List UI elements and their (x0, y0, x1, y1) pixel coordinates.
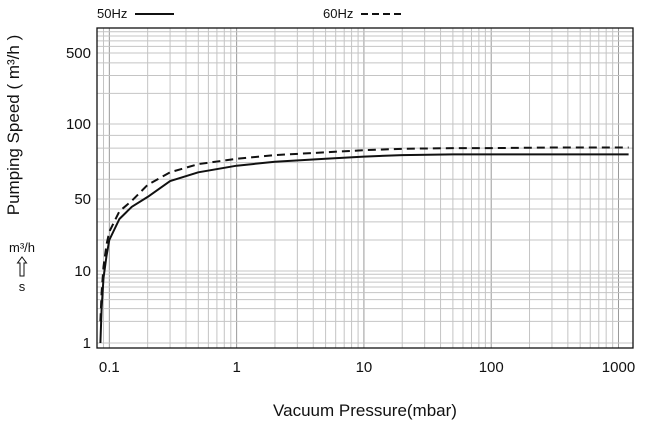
x-tick-label: 1000 (602, 359, 635, 376)
legend-label-60hz: 60Hz (323, 6, 353, 21)
x-axis-title: Vacuum Pressure(mbar) (273, 401, 457, 420)
grid (96, 27, 633, 348)
unit-annotation: m³/h s (9, 240, 35, 294)
x-tick-label: 1 (232, 359, 240, 376)
series-line-60hz (99, 146, 629, 322)
x-tick-label: 10 (356, 359, 373, 376)
plot-frame (96, 27, 634, 349)
y-tick-label: 1 (83, 335, 91, 352)
unit-top-label: m³/h (9, 240, 35, 255)
x-tick-labels: 0.1 1 10 100 1000 (99, 359, 635, 376)
x-tick-label: 100 (479, 359, 504, 376)
y-tick-label: 50 (74, 191, 91, 208)
x-tick-label: 0.1 (99, 359, 120, 376)
y-tick-label: 100 (66, 116, 91, 133)
series-line-50hz (99, 153, 629, 344)
unit-bottom-label: s (19, 279, 26, 294)
y-tick-label: 10 (74, 263, 91, 280)
legend-label-50hz: 50Hz (97, 6, 127, 21)
y-tick-label: 500 (66, 45, 91, 62)
y-axis-title: Pumping Speed ( m³/h ) (4, 35, 23, 215)
curves (99, 146, 629, 344)
arrow-up-icon (16, 256, 28, 277)
legend: 50Hz 60Hz (97, 6, 404, 21)
y-tick-labels: 1 10 50 100 500 (66, 45, 91, 352)
